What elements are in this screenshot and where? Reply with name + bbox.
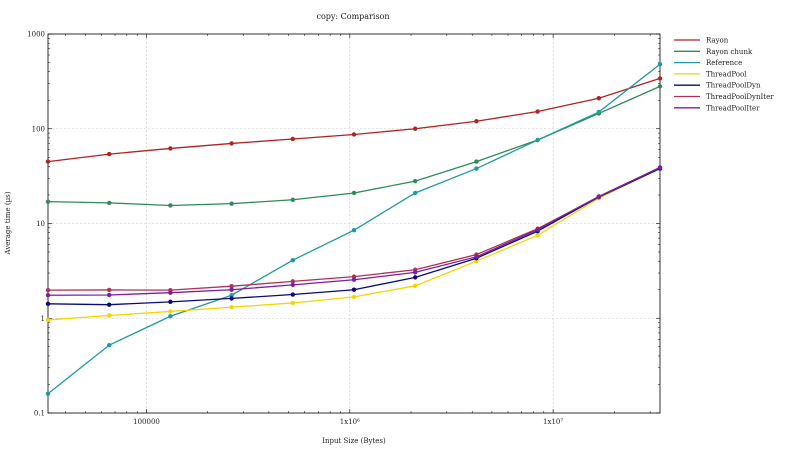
data-point	[657, 61, 663, 67]
legend-label: ThreadPoolDyn	[706, 82, 761, 90]
legend-label: Rayon chunk	[706, 48, 753, 56]
data-point	[45, 293, 51, 298]
data-point	[596, 96, 601, 101]
data-point	[290, 279, 295, 284]
data-point	[45, 301, 51, 307]
data-point	[107, 292, 112, 298]
data-point	[107, 200, 112, 206]
data-point	[290, 136, 295, 142]
data-point	[229, 141, 234, 146]
data-point	[168, 314, 173, 319]
data-point	[45, 287, 51, 293]
data-point	[535, 109, 540, 114]
legend-label: Rayon	[706, 37, 729, 45]
data-point	[168, 203, 173, 208]
data-point	[413, 178, 418, 184]
data-point	[229, 296, 234, 301]
legend-label: Reference	[706, 59, 742, 67]
data-point	[535, 227, 540, 232]
data-point	[413, 126, 418, 131]
y-tick-label: 1	[41, 315, 45, 323]
data-point	[413, 270, 418, 275]
grid-layer	[48, 34, 660, 413]
y-tick-label: 10	[36, 220, 45, 228]
data-point	[351, 190, 357, 196]
data-point	[168, 299, 173, 305]
series-layer	[45, 61, 663, 396]
data-point	[45, 159, 51, 164]
data-point	[290, 197, 295, 202]
data-point	[168, 290, 173, 295]
data-point	[168, 146, 173, 151]
y-tick-label: 1000	[27, 31, 45, 39]
data-point	[413, 190, 418, 196]
data-point	[290, 300, 295, 306]
data-point	[657, 84, 663, 89]
data-point	[229, 283, 234, 289]
data-point	[535, 137, 540, 143]
x-axis-label: Input Size (Bytes)	[322, 437, 386, 445]
data-point	[229, 287, 234, 292]
data-point	[351, 132, 357, 137]
legend: Rayon Rayon chunk Reference ThreadPool Threa…	[674, 37, 774, 112]
data-point	[657, 165, 663, 170]
data-point	[474, 159, 479, 164]
data-point	[45, 317, 51, 323]
y-tick-label: 100	[32, 125, 45, 133]
data-point	[290, 257, 295, 263]
data-point	[229, 304, 234, 310]
data-point	[596, 109, 601, 115]
data-point	[351, 277, 357, 282]
data-point	[413, 283, 418, 289]
data-point	[45, 199, 51, 204]
data-point	[45, 391, 51, 396]
legend-label: ThreadPool	[706, 70, 747, 78]
x-tick-label: 1x10⁶	[340, 418, 360, 426]
data-point	[413, 275, 418, 280]
legend-label: ThreadPoolIter	[706, 104, 760, 112]
data-point	[107, 151, 112, 157]
data-point	[107, 302, 112, 307]
data-point	[168, 309, 173, 314]
data-point	[596, 194, 601, 199]
data-point	[351, 294, 357, 300]
data-point	[107, 342, 112, 348]
data-point	[290, 292, 295, 297]
data-point	[107, 313, 112, 318]
y-axis-label: Average time (µs)	[4, 191, 12, 255]
data-point	[474, 166, 479, 171]
x-tick-label: 100000	[133, 418, 160, 426]
tick-layer: 0.1 1 10 100 1000 100000 1x10⁶ 1x10⁷	[27, 31, 660, 426]
series-line-4	[47, 167, 661, 306]
data-point	[474, 254, 479, 260]
chart-title: copy: Comparison	[316, 12, 389, 21]
data-point	[351, 227, 357, 233]
data-point	[657, 76, 663, 81]
data-point	[351, 274, 357, 279]
data-point	[535, 233, 540, 238]
y-tick-label: 0.1	[34, 410, 45, 418]
data-point	[351, 287, 357, 292]
x-tick-label: 1x10⁷	[543, 418, 563, 426]
data-point	[107, 287, 112, 293]
legend-label: ThreadPoolDynIter	[706, 93, 774, 101]
data-point	[229, 293, 234, 298]
data-point	[290, 282, 295, 288]
series-line-0	[47, 77, 661, 163]
data-point	[474, 119, 479, 124]
data-point	[229, 201, 234, 206]
